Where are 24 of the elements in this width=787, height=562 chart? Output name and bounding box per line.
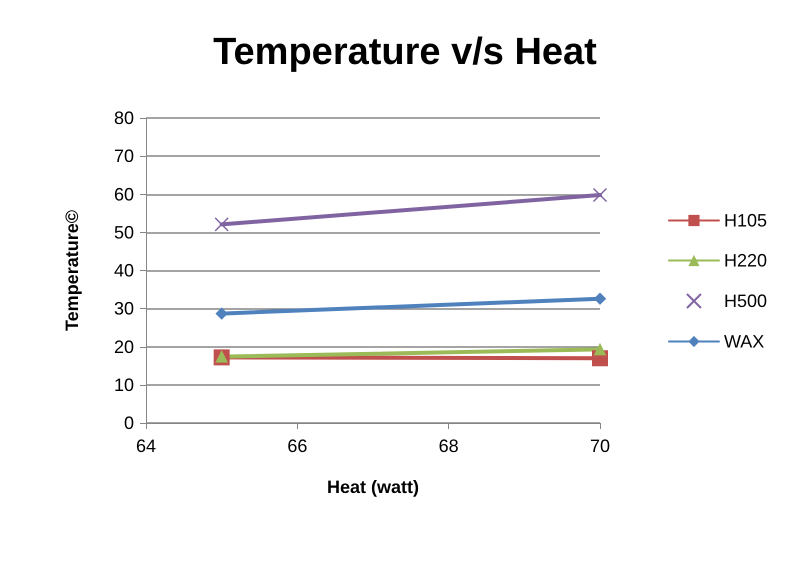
y-axis-title: Temperature© bbox=[62, 210, 82, 331]
legend-label: WAX bbox=[724, 332, 764, 352]
y-tick-label: 10 bbox=[114, 374, 134, 395]
y-tick-label: 40 bbox=[114, 260, 134, 280]
y-tick-label: 30 bbox=[114, 298, 134, 319]
x-axis-title: Heat (watt) bbox=[326, 477, 420, 497]
point bbox=[594, 292, 606, 305]
point bbox=[214, 217, 229, 232]
x-tick-label: 70 bbox=[590, 436, 610, 456]
legend-label: H105 bbox=[724, 210, 767, 230]
legend-label: H500 bbox=[724, 291, 767, 311]
y-tick-label: 80 bbox=[114, 108, 134, 128]
y-tick-label: 0 bbox=[124, 413, 134, 433]
y-tick-label: 20 bbox=[114, 336, 134, 357]
y-tick-label: 60 bbox=[114, 184, 134, 204]
x-tick-label: 68 bbox=[438, 436, 459, 456]
x-tick-label: 64 bbox=[136, 436, 156, 456]
legend-label: H220 bbox=[724, 250, 767, 270]
y-tick-label: 50 bbox=[114, 222, 134, 242]
point bbox=[592, 188, 608, 202]
y-tick-label: 70 bbox=[114, 146, 134, 166]
chart-title: Temperature v/s Heat bbox=[213, 31, 598, 73]
x-tick-label: 66 bbox=[287, 436, 308, 456]
point bbox=[216, 308, 228, 320]
